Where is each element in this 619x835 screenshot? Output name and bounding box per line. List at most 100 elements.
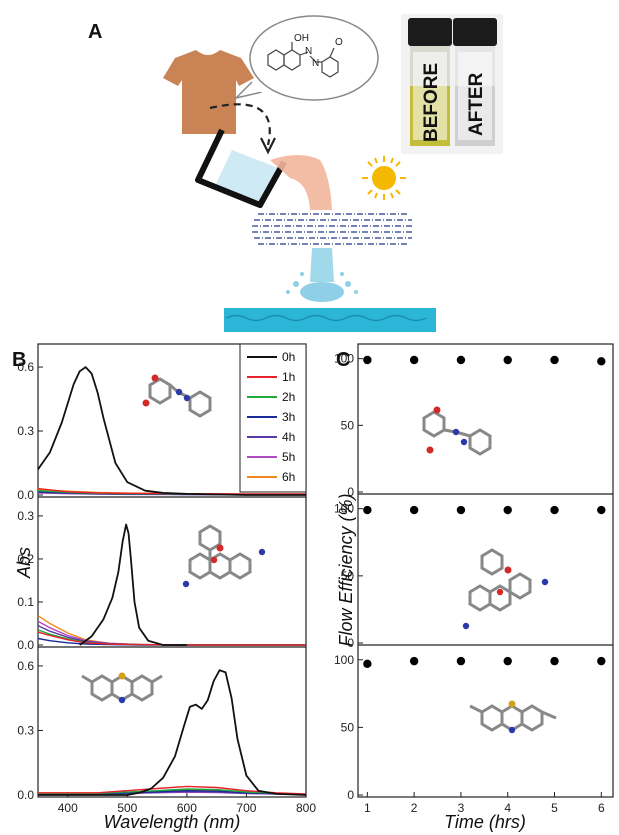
panel-c-x-tick-label: 2 [411,801,418,815]
legend-label-0h: 0h [282,350,295,364]
panel-b-x-axis-title: Wavelength (nm) [104,812,241,832]
catechol-azo-molecule-icon [142,374,212,418]
panel-b-x-tick-label: 700 [236,801,256,815]
rhodamine-molecule-icon [182,524,266,588]
data-point-subplot-2-t2 [409,505,419,515]
legend-label-2h: 2h [282,390,295,404]
data-point-subplot-1-t2 [409,355,419,365]
data-point-subplot-2-t1 [363,505,372,515]
panel-b-y-tick-label: 0.3 [17,723,34,737]
clean-water-stream-icon [310,248,334,282]
panel-c: C 1 2 3 4 5 6 0 50 100 0 50 100 0 50 100 [334,343,614,832]
sun-icon [362,156,406,200]
pouring-vessel-icon [195,128,287,208]
methylene-blue-molecule-icon-c [469,700,557,734]
arrow-head-icon [260,137,276,155]
data-point-subplot-1-t1 [363,355,372,365]
panel-a-label: A [88,21,102,43]
legend-label-6h: 6h [282,470,295,484]
panel-c-y-tick-label: 100 [334,352,354,366]
methylene-blue-molecule-icon [81,672,163,704]
data-point-subplot-3-t6 [597,656,606,666]
rhodamine-molecule-icon-c [462,548,549,630]
panel-c-y-tick-label: 50 [341,569,355,583]
vial-before-label: BEFORE [421,63,442,142]
molecule-label-n2: N [312,58,319,69]
tshirt-icon [163,50,254,134]
panel-b-curves [37,366,307,796]
panel-a: A OH N N O [88,14,503,332]
panel-b-y-tick-label: 0.0 [17,788,34,802]
azo-dye-molecule-icon [267,42,339,78]
data-point-subplot-1-t6 [597,357,606,366]
panel-b-ticks: 400 500 600 700 800 0.0 0.3 0.6 0.0 0.1 0.2 0.3 0.0 0… [17,360,316,815]
panel-c-y-tick-label: 50 [341,418,355,432]
water-splash-icon [286,272,358,302]
vial-after-label: AFTER [466,72,487,136]
vials-photo: BEFORE AFTER [401,14,503,154]
panel-c-y-tick-label: 100 [334,653,354,667]
data-point-subplot-2-t5 [550,505,559,515]
panel-c-x-tick-label: 1 [364,801,371,815]
panel-c-x-axis-title: Time (hrs) [444,812,526,832]
pouring-stream-icon [270,155,332,210]
panel-c-points [363,355,606,669]
panel-c-x-tick-label: 6 [598,801,605,815]
series-line-0h-subplot-1 [37,366,306,496]
panel-c-y-tick-label: 50 [341,720,355,734]
molecule-label-n1: N [305,46,312,57]
panel-b-x-tick-label: 800 [296,801,316,815]
data-point-subplot-3-t1 [363,659,372,669]
water-pool-icon [224,308,436,332]
panel-c-y-tick-label: 0 [347,485,354,499]
panel-c-y-tick-label: 100 [334,502,354,516]
panel-c-x-tick-label: 3 [458,801,465,815]
panel-b-legend: 0h 1h 2h 3h 4h 5h 6h [239,343,307,493]
panel-c-ticks: 1 2 3 4 5 6 0 50 100 0 50 100 0 50 100 [334,352,605,815]
data-point-subplot-1-t3 [456,355,466,365]
panel-b-x-tick-label: 400 [58,801,78,815]
panel-b-y-tick-label: 0.3 [17,509,34,523]
panel-b-frame [37,343,307,798]
panel-c-x-tick-label: 5 [551,801,558,815]
panel-b-y-tick-label: 0.6 [17,659,34,673]
data-point-subplot-3-t3 [456,656,466,666]
data-point-subplot-1-t4 [503,355,512,365]
membrane-filter-icon [252,213,414,245]
panel-c-x-tick-label: 4 [504,801,511,815]
panel-b: B 400 500 600 700 800 0.0 0.3 0.6 0.0 0.1 0.2 0.3 0.… [12,343,316,832]
data-point-subplot-2-t6 [597,505,606,515]
panel-b-y-tick-label: 0.3 [17,424,34,438]
dashed-arrow-icon [209,103,271,146]
legend-label-3h: 3h [282,410,295,424]
molecule-label-o: O [335,37,343,48]
legend-label-5h: 5h [282,450,295,464]
data-point-subplot-2-t3 [456,505,466,515]
series-line-0h-subplot-3 [38,669,307,796]
series-line-1h-subplot-1 [37,487,306,495]
legend-label-4h: 4h [282,430,295,444]
panel-b-x-tick-label: 500 [117,801,137,815]
panel-b-y-axis-title: Abs [14,547,34,579]
panel-b-y-tick-label: 0.2 [17,552,34,566]
panel-c-label: C [336,349,350,371]
panel-b-y-tick-label: 0.1 [17,595,34,609]
panel-c-y-tick-label: 0 [347,788,354,802]
data-point-subplot-1-t5 [550,355,559,365]
series-line-1h-subplot-2 [37,631,306,646]
panel-c-frame [357,343,614,798]
data-point-subplot-2-t4 [503,505,512,515]
panel-b-y-tick-label: 0.0 [17,638,34,652]
panel-b-label: B [12,349,26,371]
panel-b-y-tick-label: 0.6 [17,360,34,374]
panel-c-y-axis-title: Flow Efficiency (%) [336,493,356,646]
molecule-label-oh: OH [294,33,309,44]
series-line-0h-subplot-2 [79,523,187,646]
legend-label-1h: 1h [282,370,295,384]
panel-b-x-tick-label: 600 [177,801,197,815]
panel-b-y-tick-label: 0.0 [17,488,34,502]
data-point-subplot-3-t2 [409,656,419,666]
data-point-subplot-3-t4 [503,656,512,666]
speech-bubble: OH N N O [233,15,379,101]
